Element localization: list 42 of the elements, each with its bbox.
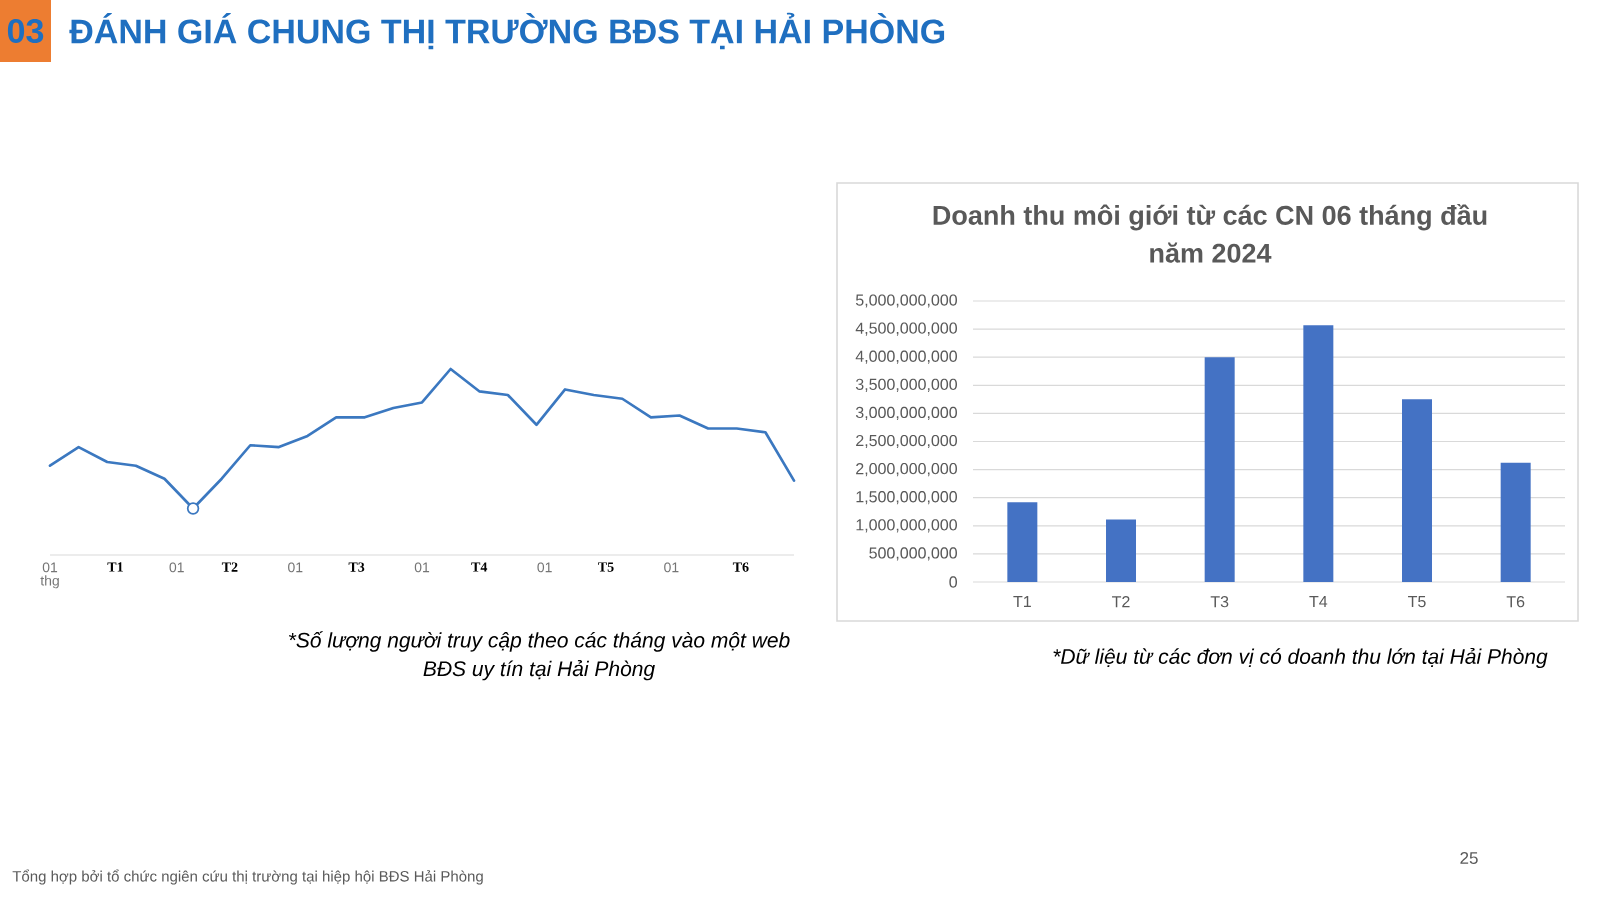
x-tick-label: T6 [1506, 596, 1525, 608]
x-tick-label: T6 [732, 562, 749, 572]
bar [1303, 325, 1334, 582]
y-tick-label: 5,000,000,000 [855, 294, 957, 308]
x-tick-label: 01 [664, 562, 679, 573]
x-tick-label: T2 [1112, 596, 1130, 608]
x-tick-label: T2 [221, 562, 238, 572]
text: Tổng hợp bởi tổ chức ngiên cứu thị trường tại hiệp hội BĐS Hải Phòng [12, 869, 483, 885]
x-tick-label: T3 [348, 562, 365, 572]
y-tick-label: 4,500,000,000 [855, 322, 957, 336]
bar [1402, 399, 1433, 582]
text: *Số lượng người truy cập theo các tháng vào một web BĐS uy tín tại Hải Phòng [288, 631, 790, 681]
x-tick-label: 01 [537, 562, 552, 573]
y-tick-label: 1,000,000,000 [856, 519, 957, 533]
y-tick-label: 4,000,000,000 [855, 350, 957, 364]
bar [1007, 502, 1038, 582]
text: ĐÁNH GIÁ CHUNG THỊ TRƯỜNG BĐS TẠI HẢI PHÒNG [69, 12, 945, 50]
y-tick-label: 500,000,000 [869, 547, 957, 561]
x-tick-label: 01 thg [40, 562, 59, 589]
y-tick-label: 2,000,000,000 [856, 462, 957, 477]
chart-title: Doanh thu môi giới từ các CN 06 tháng đầu năm 2024 [933, 203, 1487, 263]
y-tick-label: 3,500,000,000 [855, 378, 957, 392]
x-tick-label: 01 [169, 562, 184, 573]
x-tick-label: T4 [471, 562, 488, 572]
x-tick-label: T1 [1013, 596, 1031, 608]
bar [1500, 462, 1531, 582]
x-tick-label: T5 [598, 562, 614, 572]
x-tick-label: T5 [1408, 596, 1426, 608]
x-tick-label: 01 [288, 562, 303, 573]
y-tick-label: 2,500,000,000 [856, 434, 957, 449]
x-tick-label: T4 [1309, 596, 1328, 608]
bar [1204, 357, 1235, 582]
x-tick-label: T1 [107, 562, 123, 572]
text: 03 [7, 18, 44, 44]
y-tick-label: 0 [949, 576, 958, 588]
text: *Dữ liệu từ các đơn vị có doanh thu lớn tại Hải Phòng [1053, 647, 1548, 669]
y-tick-label: 1,500,000,000 [856, 491, 957, 505]
x-tick-label: 01 [414, 562, 430, 573]
bar [1106, 519, 1137, 582]
y-tick-label: 3,000,000,000 [855, 406, 957, 421]
x-tick-label: T3 [1210, 596, 1229, 608]
text: 25 [1460, 851, 1478, 865]
